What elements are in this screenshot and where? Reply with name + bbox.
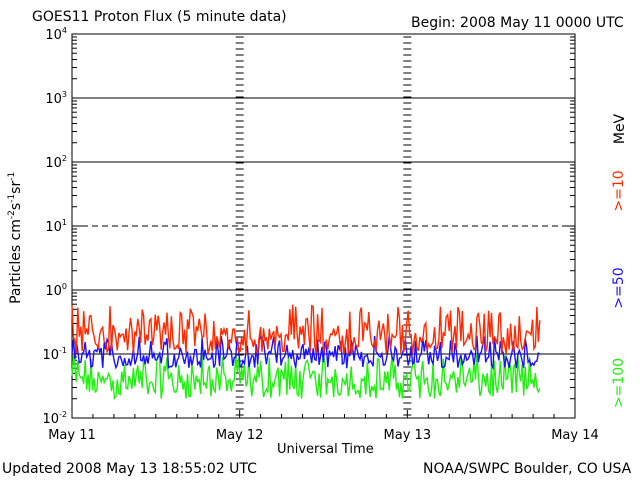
credit-text: NOAA/SWPC Boulder, CO USA — [423, 461, 632, 477]
chart-title: GOES11 Proton Flux (5 minute data) — [32, 9, 287, 25]
x-axis-label: Universal Time — [277, 442, 374, 457]
x-tick-label: May 11 — [48, 428, 96, 443]
series-line-1 — [71, 334, 541, 371]
y-tick-label: 10-1 — [42, 346, 67, 363]
x-tick-label: May 12 — [216, 428, 264, 443]
legend-item-100mev: >=100 — [611, 357, 627, 409]
begin-date: Begin: 2008 May 11 0000 UTC — [411, 15, 624, 31]
y-tick-label: 103 — [45, 90, 67, 107]
x-tick-label: May 13 — [384, 428, 432, 443]
legend-item-50mev: >=50 — [611, 267, 627, 309]
series-line-0 — [71, 304, 541, 355]
y-axis-label: Particles cm-2s-1sr-1 — [7, 171, 24, 304]
y-tick-label: 10-2 — [42, 410, 67, 427]
y-tick-label: 104 — [45, 26, 67, 43]
y-tick-label: 102 — [45, 154, 67, 171]
y-tick-label: 100 — [45, 282, 67, 299]
x-tick-label: May 14 — [551, 428, 599, 443]
legend-item-10mev: >=10 — [611, 170, 627, 212]
legend-unit-label: MeV — [612, 113, 628, 145]
updated-timestamp: Updated 2008 May 13 18:55:02 UTC — [2, 461, 257, 477]
y-tick-label: 101 — [45, 218, 67, 235]
